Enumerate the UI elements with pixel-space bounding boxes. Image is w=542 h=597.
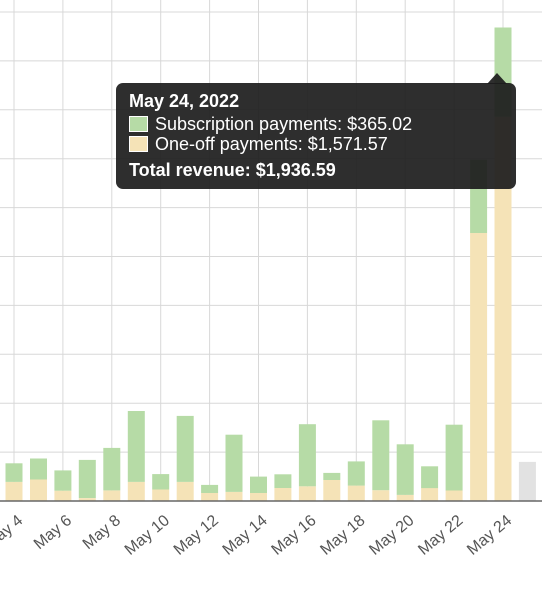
- bar-subscription-may-8[interactable]: [103, 447, 121, 491]
- tick-label-may-24: May 24: [464, 512, 515, 559]
- bar-oneoff-may-9[interactable]: [127, 481, 145, 501]
- bars-layer: [5, 27, 536, 502]
- bar-subscription-may-5[interactable]: [30, 458, 47, 480]
- revenue-tooltip: May 24, 2022 Subscription payments: $365…: [116, 83, 516, 189]
- bar-subscription-may-16[interactable]: [298, 424, 316, 487]
- bar-subscription-may-22[interactable]: [445, 424, 463, 491]
- tick-label-may-6: May 6: [31, 512, 75, 553]
- bar-subscription-may-13[interactable]: [225, 434, 243, 492]
- bar-oneoff-may-12[interactable]: [201, 492, 219, 501]
- bar-oneoff-may-21[interactable]: [421, 488, 439, 501]
- tooltip-subscription-text: Subscription payments: $365.02: [155, 114, 413, 134]
- bar-subscription-may-7[interactable]: [78, 459, 96, 498]
- bar-oneoff-may-23[interactable]: [470, 233, 488, 501]
- bar-oneoff-may-19[interactable]: [372, 490, 390, 501]
- bar-oneoff-may-5[interactable]: [30, 479, 47, 502]
- bar-subscription-may-11[interactable]: [176, 415, 194, 482]
- bar-oneoff-may-22[interactable]: [445, 490, 463, 502]
- tooltip-total: Total revenue: $1,936.59: [129, 160, 336, 180]
- bar-placeholder-may-25: [518, 461, 536, 501]
- tick-label-may-16: May 16: [269, 512, 320, 559]
- bar-oneoff-may-15[interactable]: [274, 488, 292, 501]
- bar-oneoff-may-16[interactable]: [298, 486, 316, 501]
- bar-oneoff-may-7[interactable]: [78, 498, 96, 501]
- bar-oneoff-may-17[interactable]: [323, 480, 341, 501]
- tick-label-may-18: May 18: [317, 512, 368, 559]
- tick-label-may-4: May 4: [0, 512, 26, 553]
- bar-oneoff-may-18[interactable]: [347, 485, 365, 501]
- tick-label-may-20: May 20: [366, 512, 417, 559]
- tick-label-may-12: May 12: [171, 512, 222, 559]
- bar-oneoff-may-13[interactable]: [225, 492, 243, 501]
- tooltip-date: May 24, 2022: [129, 91, 240, 111]
- bar-subscription-may-20[interactable]: [396, 444, 414, 495]
- tick-label-may-8: May 8: [80, 512, 124, 553]
- bar-oneoff-may-11[interactable]: [176, 481, 194, 501]
- bar-subscription-may-10[interactable]: [152, 474, 170, 490]
- bar-subscription-may-9[interactable]: [127, 411, 145, 482]
- bar-oneoff-may-8[interactable]: [103, 490, 121, 502]
- bar-subscription-may-19[interactable]: [372, 420, 390, 491]
- bar-oneoff-may-6[interactable]: [54, 490, 72, 501]
- bar-oneoff-may-10[interactable]: [152, 489, 170, 502]
- bar-subscription-may-4[interactable]: [5, 463, 23, 482]
- bar-subscription-may-18[interactable]: [347, 461, 365, 486]
- bar-oneoff-may-14[interactable]: [250, 492, 267, 501]
- tick-label-may-10: May 10: [122, 512, 173, 559]
- bar-oneoff-may-24[interactable]: [494, 116, 512, 502]
- bar-subscription-may-15[interactable]: [274, 474, 292, 488]
- bar-oneoff-may-20[interactable]: [396, 494, 414, 501]
- bar-subscription-may-6[interactable]: [54, 470, 72, 491]
- tick-label-may-14: May 14: [220, 512, 271, 559]
- subscription-swatch-icon: [129, 116, 148, 132]
- tooltip-row-subscription: Subscription payments: $365.02: [129, 114, 503, 134]
- bar-subscription-may-12[interactable]: [201, 484, 219, 493]
- oneoff-swatch-icon: [129, 136, 148, 152]
- bar-subscription-may-17[interactable]: [323, 472, 341, 480]
- tooltip-oneoff-text: One-off payments: $1,571.57: [155, 134, 388, 154]
- bar-subscription-may-21[interactable]: [421, 466, 439, 489]
- tooltip-row-oneoff: One-off payments: $1,571.57: [129, 134, 503, 154]
- tick-label-may-22: May 22: [415, 512, 466, 559]
- bar-subscription-may-14[interactable]: [250, 476, 267, 493]
- bar-oneoff-may-4[interactable]: [5, 481, 23, 501]
- tooltip-caret: [487, 73, 507, 84]
